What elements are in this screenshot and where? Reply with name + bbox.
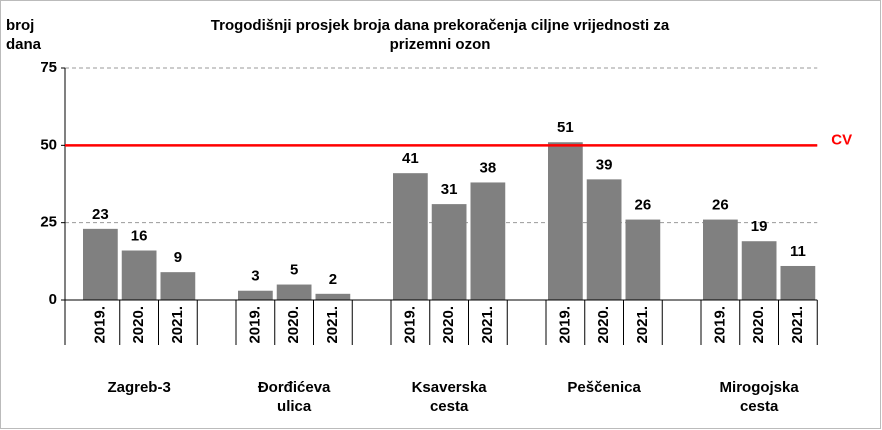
bar (160, 272, 196, 300)
x-tick-label: 2019. (556, 306, 573, 344)
x-tick-label: 2021. (789, 306, 806, 344)
y-tick-label: 50 (40, 136, 57, 153)
bar (741, 241, 777, 300)
y-tick-label: 25 (40, 214, 57, 231)
category-label: Ksaverska cesta (411, 379, 487, 415)
y-tick-label: 0 (49, 291, 57, 308)
x-tick-label: 2020. (130, 306, 147, 344)
data-label: 31 (441, 181, 458, 198)
x-tick-label: 2019. (246, 306, 263, 344)
reference-label: CV (831, 131, 852, 148)
category-label: Peščenica (567, 379, 641, 396)
bar (238, 290, 273, 300)
x-tick-label: 2021. (324, 306, 341, 344)
data-label: 51 (557, 119, 574, 136)
data-label: 39 (596, 156, 613, 173)
data-label: 41 (402, 150, 419, 167)
data-label: 2 (329, 271, 337, 288)
data-label: 11 (790, 243, 806, 260)
category-label: Zagreb-3 (107, 379, 171, 396)
data-label: 3 (251, 268, 259, 285)
bar (548, 142, 583, 300)
bar (703, 219, 738, 300)
data-label: 9 (174, 249, 182, 266)
x-tick-label: 2019. (91, 306, 108, 344)
bar (315, 293, 351, 300)
x-tick-label: 2019. (401, 306, 418, 344)
data-label: 26 (635, 197, 652, 214)
bar (121, 250, 157, 300)
data-label: 26 (712, 197, 729, 214)
bar (625, 219, 661, 300)
data-label: 23 (92, 206, 109, 223)
x-tick-label: 2021. (479, 306, 496, 344)
bar (393, 173, 428, 300)
data-label: 5 (290, 262, 298, 279)
bar (276, 284, 312, 300)
x-tick-label: 2021. (169, 306, 186, 344)
bar (780, 265, 816, 300)
bar (470, 182, 506, 300)
chart-title: Trogodišnji prosjek broja dana prekorače… (210, 17, 670, 53)
bar (431, 204, 467, 300)
x-tick-label: 2020. (285, 306, 302, 344)
x-tick-label: 2019. (711, 306, 728, 344)
x-tick-label: 2020. (440, 306, 457, 344)
y-axis-label: broj dana (6, 17, 42, 53)
x-tick-label: 2020. (595, 306, 612, 344)
data-label: 38 (480, 159, 497, 176)
category-label: Đorđićeva ulica (257, 379, 331, 415)
x-tick-label: 2021. (634, 306, 651, 344)
y-tick-label: 75 (40, 59, 57, 76)
data-label: 16 (131, 227, 148, 244)
bar (586, 179, 622, 300)
x-tick-label: 2020. (750, 306, 767, 344)
data-label: 19 (751, 218, 768, 235)
category-label: Mirogojska cesta (719, 379, 799, 415)
bar (83, 228, 118, 300)
